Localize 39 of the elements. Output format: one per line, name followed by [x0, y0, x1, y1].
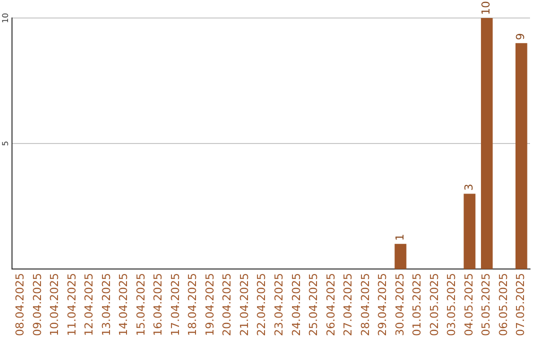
- data-label: 10: [480, 1, 493, 15]
- x-tick-label: 23.04.2025: [272, 273, 286, 336]
- bar: [394, 244, 406, 270]
- x-tick-label: 28.04.2025: [358, 273, 372, 336]
- x-tick-label: 22.04.2025: [255, 273, 268, 336]
- x-tick-label: 19.04.2025: [203, 273, 216, 336]
- x-tick-label: 20.04.2025: [220, 273, 234, 336]
- x-tick-label: 09.04.2025: [30, 273, 44, 336]
- x-tick-label: 21.04.2025: [238, 273, 251, 336]
- x-tick-label: 04.05.2025: [462, 273, 476, 336]
- x-tick-label: 30.04.2025: [393, 273, 406, 336]
- x-tick-label: 10.04.2025: [48, 273, 62, 336]
- x-tick-label: 06.05.2025: [496, 273, 510, 336]
- x-tick-label: 27.04.2025: [342, 273, 355, 336]
- x-tick-label: 17.04.2025: [168, 273, 182, 336]
- x-tick-label: 24.04.2025: [290, 273, 303, 336]
- x-tick-label: 05.05.2025: [480, 273, 493, 336]
- x-tick-label: 13.04.2025: [100, 273, 113, 336]
- x-tick-label: 18.04.2025: [186, 273, 200, 336]
- x-tick-label: 01.05.2025: [410, 273, 424, 336]
- data-label: 9: [514, 33, 528, 40]
- x-tick-label: 14.04.2025: [117, 273, 130, 336]
- bar: [464, 194, 476, 270]
- x-tick-label: 25.04.2025: [307, 273, 320, 336]
- x-tick-label: 03.05.2025: [445, 273, 458, 336]
- x-tick-label: 16.04.2025: [152, 273, 165, 336]
- x-tick-label: 15.04.2025: [134, 273, 148, 336]
- x-tick-label: 12.04.2025: [82, 273, 96, 336]
- x-tick-label: 26.04.2025: [324, 273, 338, 336]
- x-tick-label: 02.05.2025: [428, 273, 441, 336]
- y-tick-label: 5: [1, 140, 10, 146]
- x-tick-label: 07.05.2025: [514, 273, 528, 336]
- x-tick-label: 29.04.2025: [376, 273, 390, 336]
- bar: [515, 43, 528, 270]
- x-tick-label: 08.04.2025: [13, 273, 26, 336]
- data-label: 3: [462, 184, 476, 191]
- bar: [480, 18, 493, 270]
- data-label: 1: [393, 234, 406, 241]
- x-tick-label: 11.04.2025: [65, 273, 78, 336]
